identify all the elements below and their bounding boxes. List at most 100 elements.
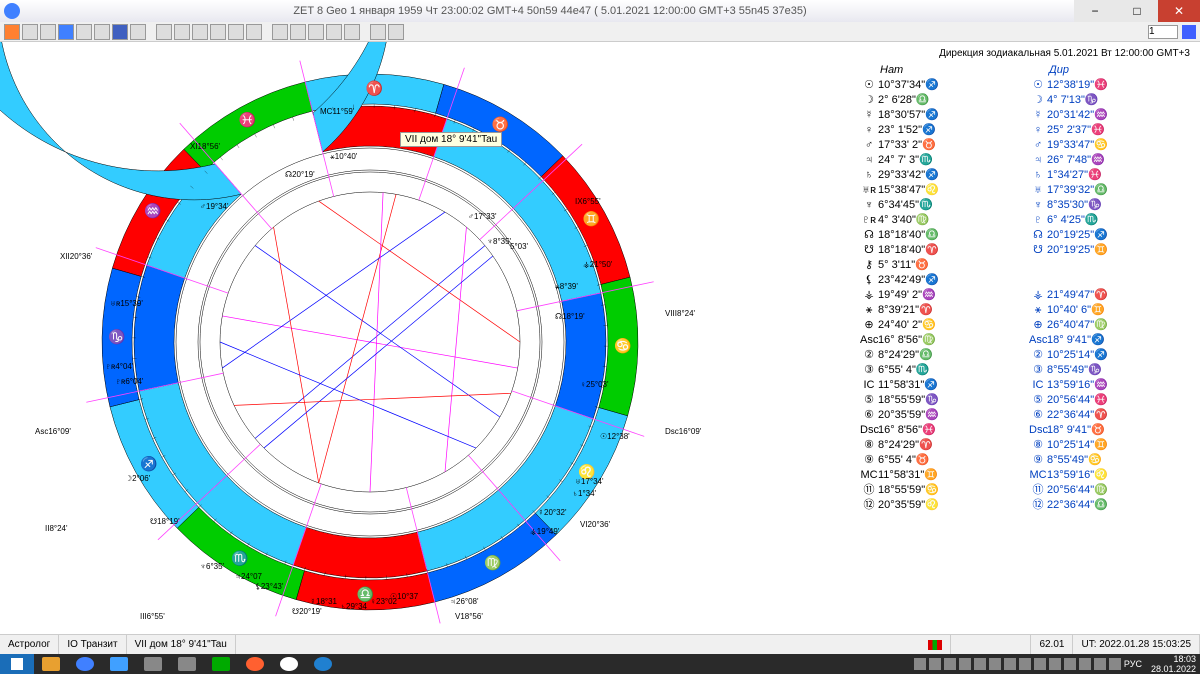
taskbar-icon-6[interactable] xyxy=(204,654,238,674)
status-datetime: UT: 2022.01.28 15:03:25 xyxy=(1073,635,1200,654)
toolbar-button-21[interactable] xyxy=(388,24,404,40)
position-row: ♇ʀ 4° 3'40"♍ xyxy=(860,213,1025,228)
position-row: IC11°58'31"♐ xyxy=(860,378,1025,393)
position-row: ⑫22°36'44"♎ xyxy=(1029,498,1194,513)
cusp-label: IX6°55' xyxy=(575,197,601,206)
position-row: ⊕26°40'47"♍ xyxy=(1029,318,1194,333)
toolbar-button-20[interactable] xyxy=(370,24,386,40)
tray-clock[interactable]: 18:03 28.01.2022 xyxy=(1145,654,1196,674)
toolbar-input[interactable] xyxy=(1148,25,1178,39)
toolbar-button-2[interactable] xyxy=(22,24,38,40)
toolbar-button-17[interactable] xyxy=(308,24,324,40)
toolbar-button-16[interactable] xyxy=(290,24,306,40)
toolbar-button-14[interactable] xyxy=(246,24,262,40)
position-row xyxy=(1029,273,1194,288)
taskbar-icon-3[interactable] xyxy=(102,654,136,674)
planet-label: ♀23°02 xyxy=(370,597,397,606)
tray-icon[interactable] xyxy=(914,658,926,670)
planet-label: ☉12°38' xyxy=(600,432,630,441)
taskbar-icon-8[interactable] xyxy=(272,654,306,674)
tray-lang[interactable]: РУС xyxy=(1124,659,1142,669)
cusp-label: XII20°36' xyxy=(60,252,92,261)
position-row: ⑫20°35'59"♌ xyxy=(860,498,1025,513)
toolbar-blue-button[interactable] xyxy=(1182,25,1196,39)
chart-area[interactable]: ♎♏♐♑♒♓♈♉♊♋♌♍ VII дом 18° 9'41"Tau Asc16°… xyxy=(0,42,860,634)
planet-label: ♄1°34' xyxy=(572,489,596,498)
status-cell-2[interactable]: IO Транзит xyxy=(59,635,126,654)
toolbar-button-18[interactable] xyxy=(326,24,342,40)
svg-text:♏: ♏ xyxy=(231,550,248,567)
planet-label: ♃26°08' xyxy=(450,597,479,606)
window-titlebar: ZET 8 Geo 1 января 1959 Чт 23:00:02 GMT+… xyxy=(0,0,1200,22)
tray-icon[interactable] xyxy=(944,658,956,670)
taskbar-icon-9[interactable] xyxy=(306,654,340,674)
chart-tooltip: VII дом 18° 9'41"Tau xyxy=(400,132,502,147)
toolbar-button-15[interactable] xyxy=(272,24,288,40)
status-coord: 62.01 xyxy=(1031,635,1073,654)
tray-icon[interactable] xyxy=(974,658,986,670)
positions-panel: Дирекция зодиакальная 5.01.2021 Вт 12:00… xyxy=(860,42,1200,634)
toolbar-button-7[interactable] xyxy=(112,24,128,40)
taskbar-icon-2[interactable] xyxy=(68,654,102,674)
main-toolbar xyxy=(0,22,1200,42)
toolbar-button-6[interactable] xyxy=(94,24,110,40)
col-header-right: Дир xyxy=(1029,63,1069,78)
close-button[interactable]: ✕ xyxy=(1158,0,1200,22)
tray-icon[interactable] xyxy=(989,658,1001,670)
tray-icon[interactable] xyxy=(1094,658,1106,670)
planet-label: ☋20°19' xyxy=(292,607,322,616)
tray-icon[interactable] xyxy=(1004,658,1016,670)
status-flag xyxy=(920,635,951,654)
toolbar-button-13[interactable] xyxy=(228,24,244,40)
position-row: ♇ 6° 4'25"♏ xyxy=(1029,213,1194,228)
status-cell-1[interactable]: Астролог xyxy=(0,635,59,654)
position-row: ♀23° 1'52"♐ xyxy=(860,123,1025,138)
taskbar-icon-5[interactable] xyxy=(170,654,204,674)
tray-icon[interactable] xyxy=(959,658,971,670)
svg-text:♓: ♓ xyxy=(239,112,256,129)
col-header-left: Нат xyxy=(860,63,903,78)
position-row: ⑨ 8°55'49"♋ xyxy=(1029,453,1194,468)
toolbar-button-19[interactable] xyxy=(344,24,360,40)
planet-label: ⚹10°40' xyxy=(330,152,357,162)
cusp-label: V18°56' xyxy=(455,612,483,621)
tray-icon[interactable] xyxy=(1109,658,1121,670)
start-button[interactable] xyxy=(0,654,34,674)
position-row: ⑤18°55'59"♑ xyxy=(860,393,1025,408)
tray-icon[interactable] xyxy=(1034,658,1046,670)
minimize-button[interactable]: − xyxy=(1074,0,1116,22)
tray-icon[interactable] xyxy=(1079,658,1091,670)
tray-icon[interactable] xyxy=(929,658,941,670)
position-row: ②10°25'14"♐ xyxy=(1029,348,1194,363)
position-row: ⑥22°36'44"♈ xyxy=(1029,408,1194,423)
position-row: Asc18° 9'41"♐ xyxy=(1029,333,1194,348)
tray-icon[interactable] xyxy=(1019,658,1031,670)
maximize-button[interactable]: □ xyxy=(1116,0,1158,22)
toolbar-button-4[interactable] xyxy=(58,24,74,40)
planet-label: ♇ʀ4°04' xyxy=(105,362,133,371)
planet-label: ☋18°19' xyxy=(150,517,180,526)
tray-icon[interactable] xyxy=(1064,658,1076,670)
cusp-label: Asc16°09' xyxy=(35,427,71,436)
toolbar-button-8[interactable] xyxy=(130,24,146,40)
position-row: ♂19°33'47"♋ xyxy=(1029,138,1194,153)
position-row: ☉10°37'34"♐ xyxy=(860,78,1025,93)
taskbar-icon-4[interactable] xyxy=(136,654,170,674)
toolbar-button-10[interactable] xyxy=(174,24,190,40)
toolbar-button-9[interactable] xyxy=(156,24,172,40)
toolbar-button-5[interactable] xyxy=(76,24,92,40)
planet-label: ⚶21°50' xyxy=(583,260,612,269)
position-row: ♅17°39'32"♎ xyxy=(1029,183,1194,198)
toolbar-button-3[interactable] xyxy=(40,24,56,40)
toolbar-button-12[interactable] xyxy=(210,24,226,40)
planet-label: ♂19°34' xyxy=(200,202,229,211)
planet-label: ♅17°34' xyxy=(575,477,604,486)
taskbar-icon-7[interactable] xyxy=(238,654,272,674)
position-row: MC11°58'31"♊ xyxy=(860,468,1025,483)
tray-icon[interactable] xyxy=(1049,658,1061,670)
taskbar-icon-1[interactable] xyxy=(34,654,68,674)
position-row: ⑪18°55'59"♋ xyxy=(860,483,1025,498)
toolbar-button-11[interactable] xyxy=(192,24,208,40)
planet-label: ♂17°33' xyxy=(468,212,497,221)
toolbar-button-1[interactable] xyxy=(4,24,20,40)
